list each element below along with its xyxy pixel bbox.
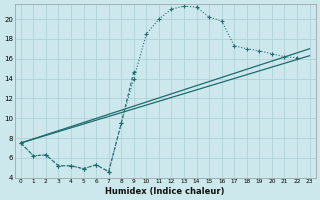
X-axis label: Humidex (Indice chaleur): Humidex (Indice chaleur) <box>106 187 225 196</box>
